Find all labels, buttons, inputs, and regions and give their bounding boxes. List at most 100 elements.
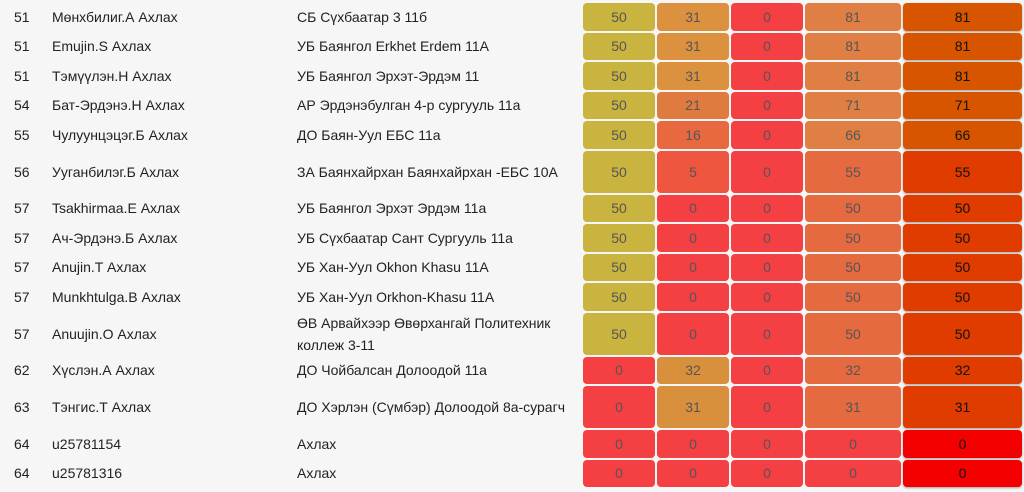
rank-cell: 64 xyxy=(14,465,30,482)
score-cell-2: 31 xyxy=(657,3,729,31)
score-cell-2: 0 xyxy=(657,312,729,355)
total-score-cell: 50 xyxy=(903,194,1022,222)
school-cell: Ахлах xyxy=(297,435,337,452)
table-row: 57 Anujin.T Ахлах УБ Хан-Уул Okhon Khasu 1… xyxy=(0,253,1024,283)
score-cell-4: 71 xyxy=(805,91,901,119)
score-cell-3: 0 xyxy=(731,283,803,311)
name-cell: u25781154 xyxy=(52,435,122,452)
rank-cell: 57 xyxy=(14,325,30,342)
score-cell-3: 0 xyxy=(731,121,803,149)
school-cell: ДО Чойбалсан Долоодой 11а xyxy=(297,362,487,379)
rank-cell: 56 xyxy=(14,163,30,180)
total-score-cell: 50 xyxy=(903,253,1022,281)
score-cell-4: 55 xyxy=(805,150,901,193)
score-cell-3: 0 xyxy=(731,194,803,222)
name-cell: Munkhtulga.B Ахлах xyxy=(52,288,181,305)
name-cell: Хүслэн.А Ахлах xyxy=(52,362,155,379)
score-cell-1: 50 xyxy=(583,283,655,311)
rank-cell: 57 xyxy=(14,288,30,305)
rank-cell: 64 xyxy=(14,435,30,452)
score-cell-2: 31 xyxy=(657,386,729,428)
score-cell-2: 5 xyxy=(657,150,729,193)
score-cell-2: 0 xyxy=(657,224,729,252)
score-cell-3: 0 xyxy=(731,312,803,355)
total-score-cell: 50 xyxy=(903,224,1022,252)
score-cell-3: 0 xyxy=(731,32,803,60)
school-cell: Ахлах xyxy=(297,465,337,482)
school-cell: ДО Баян-Уул ЕБС 11а xyxy=(297,126,441,143)
school-cell: ӨВ Арвайхээр Өвөрхангай Политехник колле… xyxy=(297,314,551,353)
table-row: 64 u25781154 Ахлах 0 0 0 0 0 xyxy=(0,429,1024,459)
score-cell-3: 0 xyxy=(731,62,803,90)
school-cell: СБ Сүхбаатар 3 11б xyxy=(297,8,428,25)
total-score-cell: 32 xyxy=(903,356,1022,384)
score-cell-3: 0 xyxy=(731,253,803,281)
score-cell-1: 0 xyxy=(583,356,655,384)
total-score-cell: 31 xyxy=(903,386,1022,428)
score-cell-3: 0 xyxy=(731,224,803,252)
table-row: 55 Чулуунцэцэг.Б Ахлах ДО Баян-Уул ЕБС 11а… xyxy=(0,120,1024,150)
name-cell: u25781316 xyxy=(52,465,123,482)
rank-cell: 54 xyxy=(14,97,30,114)
name-cell: Ач-Эрдэнэ.Б Ахлах xyxy=(52,229,178,246)
score-cell-4: 50 xyxy=(805,283,901,311)
score-cell-1: 50 xyxy=(583,121,655,149)
score-cell-2: 0 xyxy=(657,194,729,222)
table-row: 54 Бат-Эрдэнэ.Н Ахлах АР Эрдэнэбулган 4-р … xyxy=(0,91,1024,121)
score-cell-1: 0 xyxy=(583,430,655,458)
score-cell-4: 81 xyxy=(805,32,901,60)
school-cell: ЗА Баянхайрхан Баянхайрхан -ЕБС 10А xyxy=(297,163,558,180)
score-cell-1: 50 xyxy=(583,194,655,222)
score-cell-1: 0 xyxy=(583,386,655,428)
score-cell-4: 50 xyxy=(805,194,901,222)
score-cell-3: 0 xyxy=(731,3,803,31)
table-row: 57 Tsakhirmaa.E Ахлах УБ Баянгол Эрхэт Эрд… xyxy=(0,194,1024,224)
score-cell-1: 50 xyxy=(583,3,655,31)
score-cell-3: 0 xyxy=(731,91,803,119)
table-row: 57 Munkhtulga.B Ахлах УБ Хан-Уул Orkhon-Kh… xyxy=(0,282,1024,312)
rank-cell: 57 xyxy=(14,259,30,276)
school-cell: АР Эрдэнэбулган 4-р сургууль 11а xyxy=(297,97,521,114)
school-cell: УБ Баянгол Эрхэт Эрдэм 11а xyxy=(297,200,487,217)
score-cell-3: 0 xyxy=(731,386,803,428)
total-score-cell: 81 xyxy=(903,3,1022,31)
score-cell-4: 81 xyxy=(805,3,901,31)
rank-cell: 63 xyxy=(14,399,30,415)
name-cell: Tsakhirmaa.E Ахлах xyxy=(52,200,180,217)
name-cell: Emujin.S Ахлах xyxy=(52,38,152,55)
school-cell: УБ Хан-Уул Okhon Khasu 11A xyxy=(297,259,489,276)
score-cell-3: 0 xyxy=(731,430,803,458)
name-cell: Бат-Эрдэнэ.Н Ахлах xyxy=(52,97,185,114)
score-cell-2: 31 xyxy=(657,62,729,90)
school-cell: УБ Сүхбаатар Сант Сургууль 11а xyxy=(297,229,513,246)
total-score-cell: 71 xyxy=(903,91,1022,119)
table-row: 56 Ууганбилэг.Б Ахлах ЗА Баянхайрхан Баянх… xyxy=(0,150,1024,194)
name-cell: Тэнгис.Т Ахлах xyxy=(52,399,151,415)
score-cell-1: 50 xyxy=(583,91,655,119)
score-cell-2: 16 xyxy=(657,121,729,149)
score-cell-1: 50 xyxy=(583,62,655,90)
score-cell-4: 50 xyxy=(805,224,901,252)
table-row: 62 Хүслэн.А Ахлах ДО Чойбалсан Долоодой 11… xyxy=(0,356,1024,386)
school-cell: УБ Баянгол Erkhet Erdem 11A xyxy=(297,38,489,55)
school-cell: УБ Хан-Уул Orkhon-Khasu 11A xyxy=(297,288,495,305)
total-score-cell: 50 xyxy=(903,283,1022,311)
score-cell-2: 0 xyxy=(657,459,729,487)
name-cell: Ууганбилэг.Б Ахлах xyxy=(52,163,180,180)
rank-cell: 62 xyxy=(14,362,30,379)
score-cell-3: 0 xyxy=(731,150,803,193)
score-cell-2: 21 xyxy=(657,91,729,119)
rank-cell: 51 xyxy=(14,67,30,84)
name-cell: Anujin.T Ахлах xyxy=(52,259,147,276)
score-cell-2: 31 xyxy=(657,32,729,60)
total-score-cell: 66 xyxy=(903,121,1022,149)
rank-cell: 55 xyxy=(14,126,30,143)
total-score-cell: 0 xyxy=(903,459,1022,487)
score-cell-2: 0 xyxy=(657,430,729,458)
score-cell-4: 0 xyxy=(805,459,901,487)
score-cell-4: 31 xyxy=(805,386,901,428)
score-cell-2: 0 xyxy=(657,283,729,311)
rank-cell: 51 xyxy=(14,38,30,55)
score-cell-4: 0 xyxy=(805,430,901,458)
